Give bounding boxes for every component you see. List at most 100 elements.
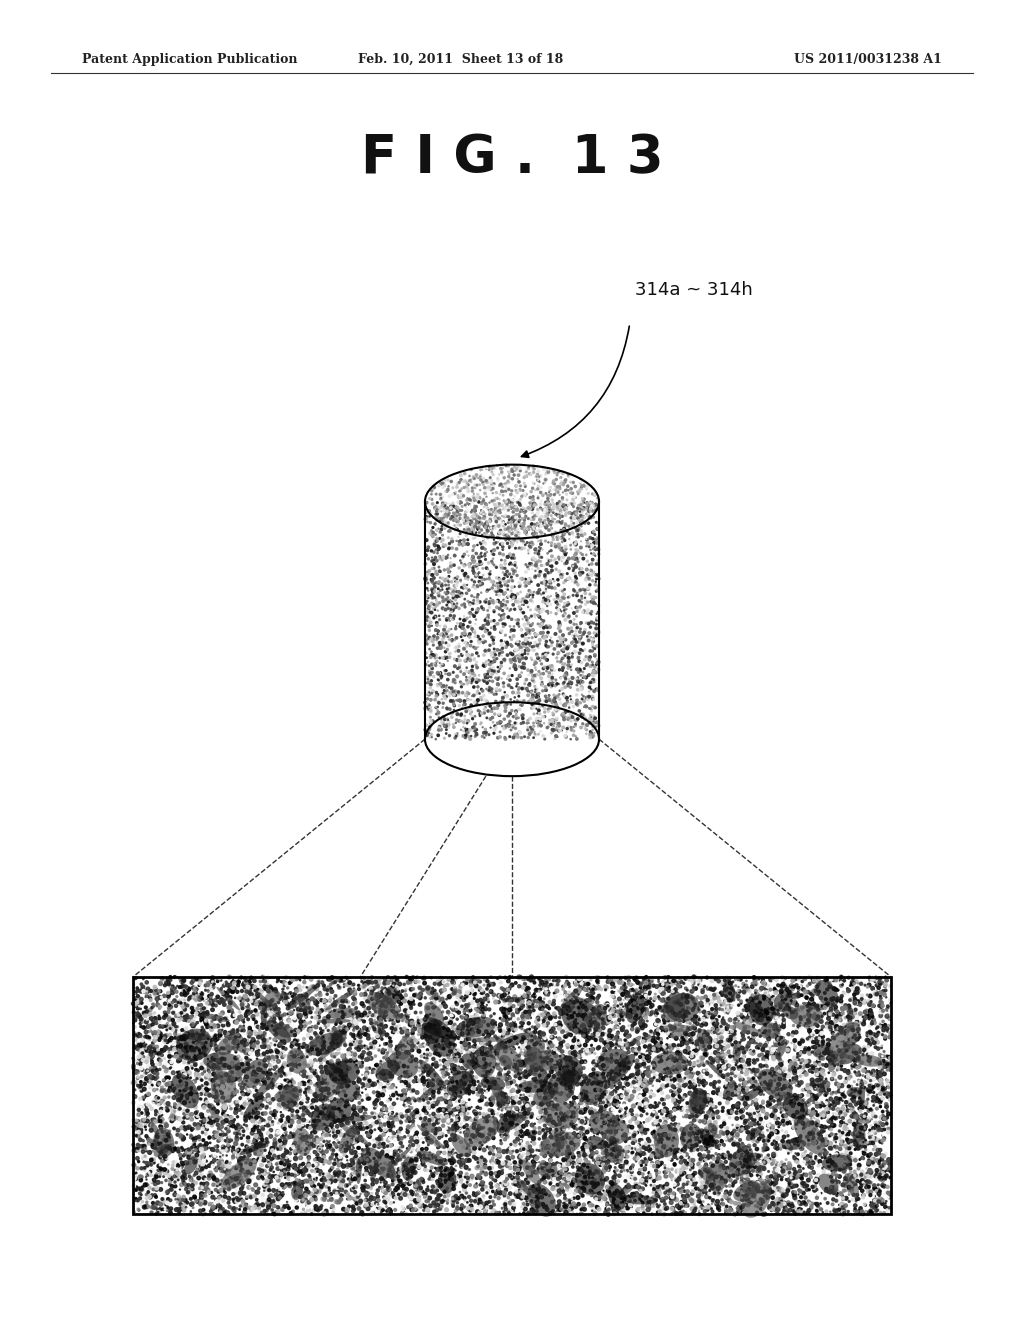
Point (483, 572, 500, 593)
Point (290, 1020, 306, 1041)
Point (581, 623, 597, 644)
Point (225, 1156, 242, 1177)
Point (710, 1199, 726, 1220)
Point (369, 1061, 385, 1082)
Point (753, 1177, 769, 1199)
Point (426, 1201, 442, 1222)
Point (733, 1102, 750, 1123)
Point (337, 1016, 353, 1038)
Point (841, 1018, 857, 1039)
Point (200, 1164, 216, 1185)
Point (432, 663, 449, 684)
Point (518, 1188, 535, 1209)
Point (737, 1039, 754, 1060)
Point (219, 1106, 236, 1127)
Point (128, 1189, 144, 1210)
Point (486, 618, 503, 639)
Point (802, 993, 818, 1014)
Point (773, 1191, 790, 1212)
Point (658, 1048, 675, 1069)
Point (434, 579, 451, 601)
Point (412, 1105, 428, 1126)
Point (549, 1084, 565, 1105)
Point (686, 966, 702, 987)
Point (579, 536, 595, 557)
Point (138, 1008, 155, 1030)
Point (741, 1105, 758, 1126)
Point (329, 1144, 345, 1166)
Point (531, 1082, 548, 1104)
Point (314, 1064, 331, 1085)
Point (247, 1115, 263, 1137)
Point (587, 545, 603, 566)
Point (554, 537, 570, 558)
Point (231, 1007, 248, 1028)
Point (378, 1193, 394, 1214)
Point (262, 1040, 279, 1061)
Point (821, 973, 838, 994)
Point (705, 1018, 721, 1039)
Point (781, 982, 798, 1003)
Point (538, 517, 554, 539)
Point (248, 1129, 264, 1150)
Point (575, 548, 592, 569)
Point (429, 594, 445, 615)
Point (473, 702, 489, 723)
Point (551, 627, 567, 648)
Point (450, 484, 466, 506)
Point (520, 1166, 537, 1187)
Point (586, 591, 602, 612)
Point (198, 1110, 214, 1131)
Point (506, 727, 522, 748)
Point (244, 1040, 260, 1061)
Point (425, 628, 441, 649)
Point (272, 1102, 289, 1123)
Point (588, 540, 604, 561)
Point (484, 1090, 501, 1111)
Point (442, 605, 459, 626)
Point (877, 985, 893, 1006)
Point (736, 1073, 753, 1094)
Point (396, 1179, 413, 1200)
Point (428, 983, 444, 1005)
Point (368, 1001, 384, 1022)
Point (557, 1073, 573, 1094)
Point (475, 694, 492, 715)
Point (565, 488, 582, 510)
Point (739, 978, 756, 999)
Point (225, 1184, 242, 1205)
Point (404, 1183, 421, 1204)
Point (877, 1015, 893, 1036)
Point (546, 1043, 562, 1064)
Point (309, 1144, 326, 1166)
Point (443, 678, 460, 700)
Point (522, 1060, 539, 1081)
Point (589, 1150, 605, 1171)
Point (468, 1150, 484, 1171)
Point (171, 1098, 187, 1119)
Point (524, 685, 541, 706)
Point (220, 1134, 237, 1155)
Point (672, 1014, 688, 1035)
Point (421, 1063, 437, 1084)
Point (256, 999, 272, 1020)
Point (571, 1125, 588, 1146)
Point (195, 1064, 211, 1085)
Point (554, 678, 570, 700)
Point (450, 498, 466, 519)
Ellipse shape (540, 1086, 559, 1106)
Point (878, 1193, 894, 1214)
Point (437, 516, 454, 537)
Point (587, 1080, 603, 1101)
Point (572, 512, 589, 533)
Point (316, 1012, 333, 1034)
Point (699, 1160, 716, 1181)
Point (365, 1016, 381, 1038)
Point (264, 1147, 281, 1168)
Point (611, 979, 628, 1001)
Point (519, 677, 536, 698)
Point (850, 982, 866, 1003)
Point (439, 974, 456, 995)
Point (176, 981, 193, 1002)
Point (396, 1073, 413, 1094)
